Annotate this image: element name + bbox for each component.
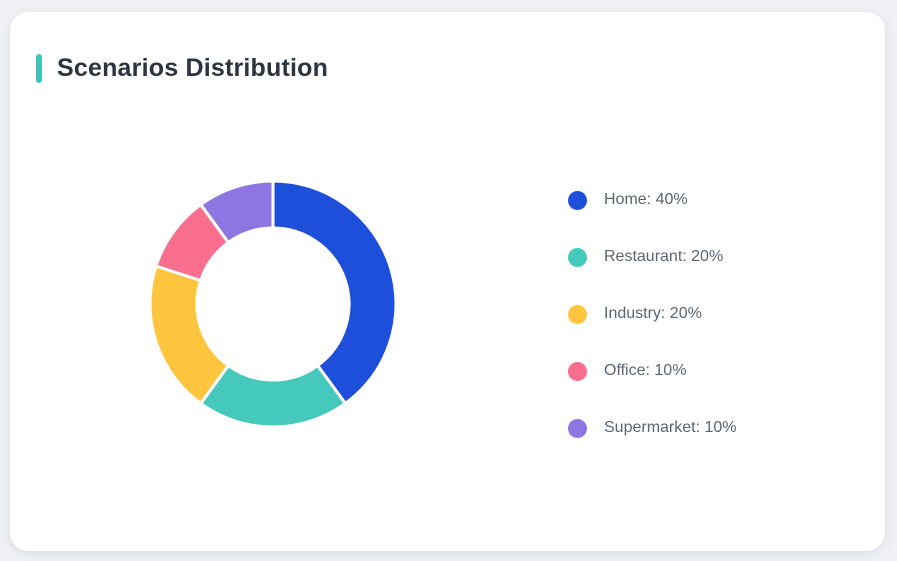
scenarios-distribution-card: Scenarios Distribution Home: 40% Restaura…	[10, 12, 885, 551]
card-header: Scenarios Distribution	[36, 54, 328, 83]
donut-slice-supermarket[interactable]	[199, 179, 275, 245]
legend-dot-restaurant	[568, 247, 587, 267]
legend-item-office[interactable]: Office: 10%	[568, 361, 737, 381]
legend-label-supermarket: Supermarket: 10%	[604, 419, 737, 436]
chart-legend: Home: 40% Restaurant: 20% Industry: 20% Off…	[568, 190, 737, 438]
legend-dot-industry	[568, 304, 587, 324]
legend-item-home[interactable]: Home: 40%	[568, 190, 737, 210]
card-title: Scenarios Distribution	[57, 54, 329, 82]
legend-item-supermarket[interactable]: Supermarket: 10%	[568, 418, 737, 438]
donut-chart-svg	[148, 179, 398, 429]
donut-chart	[143, 174, 403, 434]
legend-label-home: Home: 40%	[604, 191, 688, 208]
legend-item-restaurant[interactable]: Restaurant: 20%	[568, 247, 737, 267]
legend-dot-supermarket	[568, 418, 587, 438]
legend-item-industry[interactable]: Industry: 20%	[568, 304, 737, 324]
title-accent-bar	[36, 54, 42, 83]
legend-label-office: Office: 10%	[604, 362, 687, 379]
legend-dot-home	[568, 190, 587, 210]
legend-label-industry: Industry: 20%	[604, 305, 702, 322]
legend-label-restaurant: Restaurant: 20%	[604, 248, 724, 265]
legend-dot-office	[568, 361, 587, 381]
donut-slice-industry[interactable]	[148, 264, 230, 406]
donut-slice-home[interactable]	[271, 179, 398, 406]
